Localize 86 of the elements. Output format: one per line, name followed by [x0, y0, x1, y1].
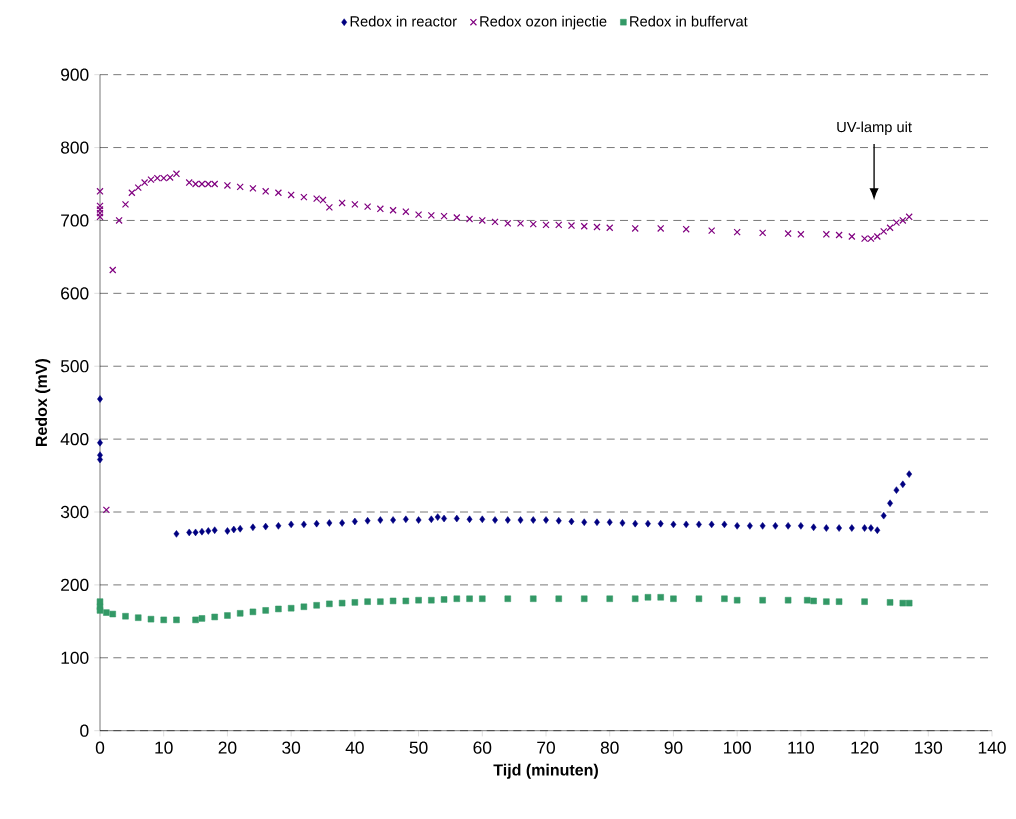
point [192, 616, 199, 624]
point [224, 612, 231, 619]
annotation: UV-lamp uit [837, 121, 912, 136]
point [135, 614, 142, 622]
point [581, 595, 588, 603]
point [657, 594, 664, 601]
point [555, 595, 562, 603]
point [905, 600, 913, 607]
point [122, 613, 129, 620]
point [96, 607, 104, 614]
x-axis-title: Tijd (minuten) [493, 764, 598, 779]
x-tick-label: 140 [978, 741, 1006, 754]
y-axis-title: Redox (mV) [35, 359, 51, 447]
point [721, 595, 728, 603]
point [530, 595, 537, 603]
y-tick-label: 500 [60, 360, 89, 373]
point [236, 610, 244, 617]
point [147, 616, 155, 623]
point [415, 597, 422, 604]
x-tick-label: 20 [218, 741, 237, 754]
point [440, 596, 448, 603]
x-tick-label: 90 [664, 741, 683, 754]
point [402, 597, 410, 605]
y-tick-label: 300 [60, 506, 89, 519]
point [835, 598, 843, 606]
x-tick-label: 100 [724, 741, 751, 754]
x-tick-label: 120 [851, 741, 879, 754]
legend-label: Redox in buffervat [630, 15, 748, 27]
x-tick-label: 130 [915, 741, 943, 754]
point [262, 607, 269, 614]
point [899, 600, 907, 607]
point [644, 594, 652, 601]
point [733, 597, 741, 604]
y-tick-label: 400 [60, 433, 89, 446]
point [453, 595, 461, 603]
point [211, 613, 218, 621]
point [103, 609, 110, 616]
point [109, 611, 116, 618]
point [632, 595, 639, 603]
point [479, 595, 486, 603]
point [810, 597, 817, 605]
point [466, 595, 473, 603]
y-tick-label: 700 [61, 214, 89, 227]
y-tick-label: 100 [61, 651, 89, 665]
x-tick-label: 40 [345, 741, 364, 754]
y-tick-label: 900 [61, 68, 89, 81]
y-tick-label: 600 [61, 287, 89, 300]
point [804, 597, 811, 604]
x-tick-label: 10 [155, 741, 173, 754]
point [695, 595, 703, 603]
y-tick-label: 800 [60, 141, 89, 154]
point [275, 605, 282, 613]
legend-label: Redox ozon injectie [480, 15, 607, 30]
x-tick-label: 30 [282, 741, 301, 754]
point [670, 595, 677, 603]
point [326, 600, 333, 608]
point [823, 598, 830, 606]
x-tick-label: 0 [95, 741, 105, 754]
point [173, 616, 180, 624]
y-tick-label: 200 [61, 578, 89, 592]
point [886, 599, 894, 606]
point [784, 597, 792, 604]
point [96, 598, 104, 606]
point [759, 597, 766, 604]
x-tick-label: 80 [600, 741, 619, 754]
point [606, 595, 613, 603]
x-tick-label: 60 [473, 741, 492, 754]
point [313, 602, 320, 609]
point [249, 608, 257, 616]
point [198, 615, 206, 622]
point [428, 597, 435, 604]
point [300, 603, 308, 611]
point [377, 598, 384, 606]
point [364, 598, 371, 606]
point [351, 599, 359, 606]
point [287, 605, 295, 612]
x-tick-label: 70 [537, 741, 555, 754]
point [861, 598, 868, 606]
y-tick-label: 0 [80, 724, 89, 737]
point [389, 597, 397, 605]
point [160, 616, 167, 624]
legend-label: Redox in reactor [350, 15, 457, 27]
x-tick-label: 50 [409, 741, 428, 754]
point [504, 595, 511, 603]
point [338, 600, 346, 607]
x-tick-label: 110 [788, 741, 815, 754]
